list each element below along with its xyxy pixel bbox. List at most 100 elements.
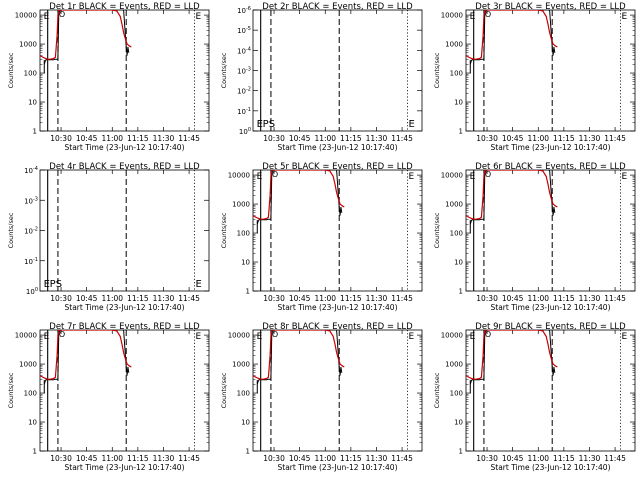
plot-frame: [252, 329, 423, 452]
x-tick-label: 10:30: [263, 294, 285, 303]
x-tick-label: 11:15: [553, 294, 575, 303]
panel-title: Det 5r BLACK = Events, RED = LLD: [262, 162, 413, 172]
x-tick-label: 10:45: [76, 134, 98, 143]
marker-E-end: E: [195, 332, 201, 342]
detector-panel-4: Det 4r BLACK = Events, RED = LLD 10:30 10:…: [7, 162, 210, 312]
y-tick-label: 1: [33, 448, 37, 456]
plot-frame: [465, 9, 636, 132]
x-axis-label: Start Time (23-Jun-12 10:17:40): [278, 143, 398, 152]
marker-O: O: [485, 10, 491, 19]
x-tick-label: 10:45: [76, 294, 98, 303]
x-axis-label: Start Time (23-Jun-12 10:17:40): [65, 143, 185, 152]
x-tick-label: 10:45: [289, 294, 311, 303]
x-tick-label: 10:30: [50, 454, 72, 463]
y-tick-label: 10-1: [237, 107, 251, 116]
y-tick-label: 100: [450, 390, 463, 398]
x-tick-label: 10:30: [50, 134, 72, 143]
x-tick-label: 10:30: [263, 134, 285, 143]
x-tick-label: 11:00: [314, 454, 336, 463]
x-tick-label: 10:45: [502, 454, 524, 463]
panel-title: Det 1r BLACK = Events, RED = LLD: [49, 2, 200, 12]
y-tick-label: 10: [454, 99, 463, 107]
x-tick-label: 11:00: [314, 294, 336, 303]
y-tick-label: 10: [241, 259, 250, 267]
y-tick-label: 10000: [228, 332, 250, 340]
y-tick-label: 10-4: [24, 166, 38, 175]
y-tick-label: 10000: [441, 332, 463, 340]
y-tick-label: 1000: [445, 361, 463, 369]
x-tick-label: 10:30: [50, 294, 72, 303]
plot-frame: [252, 9, 423, 132]
x-tick-label: 11:00: [314, 134, 336, 143]
y-tick-label: 100: [26, 287, 38, 296]
x-tick-label: 11:30: [153, 134, 175, 143]
marker-E-end: E: [195, 279, 201, 290]
y-tick-label: 100: [450, 230, 463, 238]
x-tick-label: 11:45: [391, 294, 413, 303]
y-axis-label: Counts/sec: [7, 212, 15, 248]
x-tick-label: 11:45: [178, 454, 200, 463]
y-tick-label: 1: [246, 448, 250, 456]
x-tick-label: 11:30: [153, 294, 175, 303]
panel-title: Det 4r BLACK = Events, RED = LLD: [49, 162, 200, 172]
detector-panel-2: Det 2r BLACK = Events, RED = LLD 10:30 10:…: [220, 2, 423, 152]
x-axis-label: Start Time (23-Jun-12 10:17:40): [65, 303, 185, 312]
y-tick-label: 1: [459, 288, 463, 296]
marker-E-end: E: [408, 172, 414, 182]
x-tick-label: 11:15: [127, 294, 149, 303]
x-tick-label: 11:00: [527, 454, 549, 463]
series-lld-line: [253, 170, 345, 220]
x-tick-label: 11:45: [391, 454, 413, 463]
x-tick-label: 11:15: [340, 134, 362, 143]
detector-panel-5: Det 5r BLACK = Events, RED = LLD 10:30 10:…: [220, 162, 423, 312]
x-axis-label: Start Time (23-Jun-12 10:17:40): [491, 463, 611, 472]
x-tick-label: 11:30: [579, 294, 601, 303]
y-tick-label: 10: [28, 419, 37, 427]
plot-frame: [39, 9, 210, 132]
x-axis-label: Start Time (23-Jun-12 10:17:40): [278, 463, 398, 472]
y-tick-label: 100: [237, 390, 250, 398]
x-tick-label: 11:45: [604, 294, 626, 303]
series-events-line: [469, 10, 556, 65]
x-tick-label: 11:15: [553, 134, 575, 143]
plot-frame: [465, 169, 636, 292]
series-events-line: [43, 10, 130, 65]
series-events-line: [469, 330, 556, 385]
x-tick-label: 11:30: [366, 134, 388, 143]
x-tick-label: 10:45: [76, 454, 98, 463]
y-tick-label: 10-5: [237, 26, 251, 35]
panel-title: Det 6r BLACK = Events, RED = LLD: [475, 162, 626, 172]
marker-PS: PS: [263, 119, 275, 130]
marker-E-start: E: [470, 172, 476, 182]
series-lld-line: [466, 170, 558, 220]
y-axis-label: Counts/sec: [220, 52, 228, 88]
y-tick-label: 1000: [19, 361, 37, 369]
series-events-line: [43, 330, 130, 385]
y-tick-label: 10-6: [237, 6, 251, 15]
y-axis-label: Counts/sec: [7, 372, 15, 408]
y-tick-label: 1000: [445, 201, 463, 209]
y-axis-label: Counts/sec: [220, 372, 228, 408]
y-tick-label: 10000: [228, 172, 250, 180]
y-axis-label: Counts/sec: [220, 212, 228, 248]
x-tick-label: 11:45: [604, 134, 626, 143]
marker-E-end: E: [195, 12, 201, 22]
detector-panel-8: Det 8r BLACK = Events, RED = LLD 10:30 10:…: [220, 322, 423, 472]
series-lld-line: [253, 330, 345, 380]
marker-E-end: E: [408, 119, 414, 130]
x-tick-label: 10:45: [289, 134, 311, 143]
x-tick-label: 11:15: [553, 454, 575, 463]
y-tick-label: 10-3: [24, 196, 38, 205]
x-tick-label: 10:30: [476, 454, 498, 463]
x-tick-label: 11:45: [178, 134, 200, 143]
x-tick-label: 11:45: [178, 294, 200, 303]
y-axis-label: Counts/sec: [433, 372, 441, 408]
x-tick-label: 10:45: [502, 294, 524, 303]
y-tick-label: 10-2: [237, 87, 251, 96]
x-tick-label: 11:00: [101, 454, 123, 463]
series-events-line: [256, 170, 343, 225]
x-tick-label: 10:30: [263, 454, 285, 463]
panel-title: Det 2r BLACK = Events, RED = LLD: [262, 2, 413, 12]
plot-frame: [465, 329, 636, 452]
